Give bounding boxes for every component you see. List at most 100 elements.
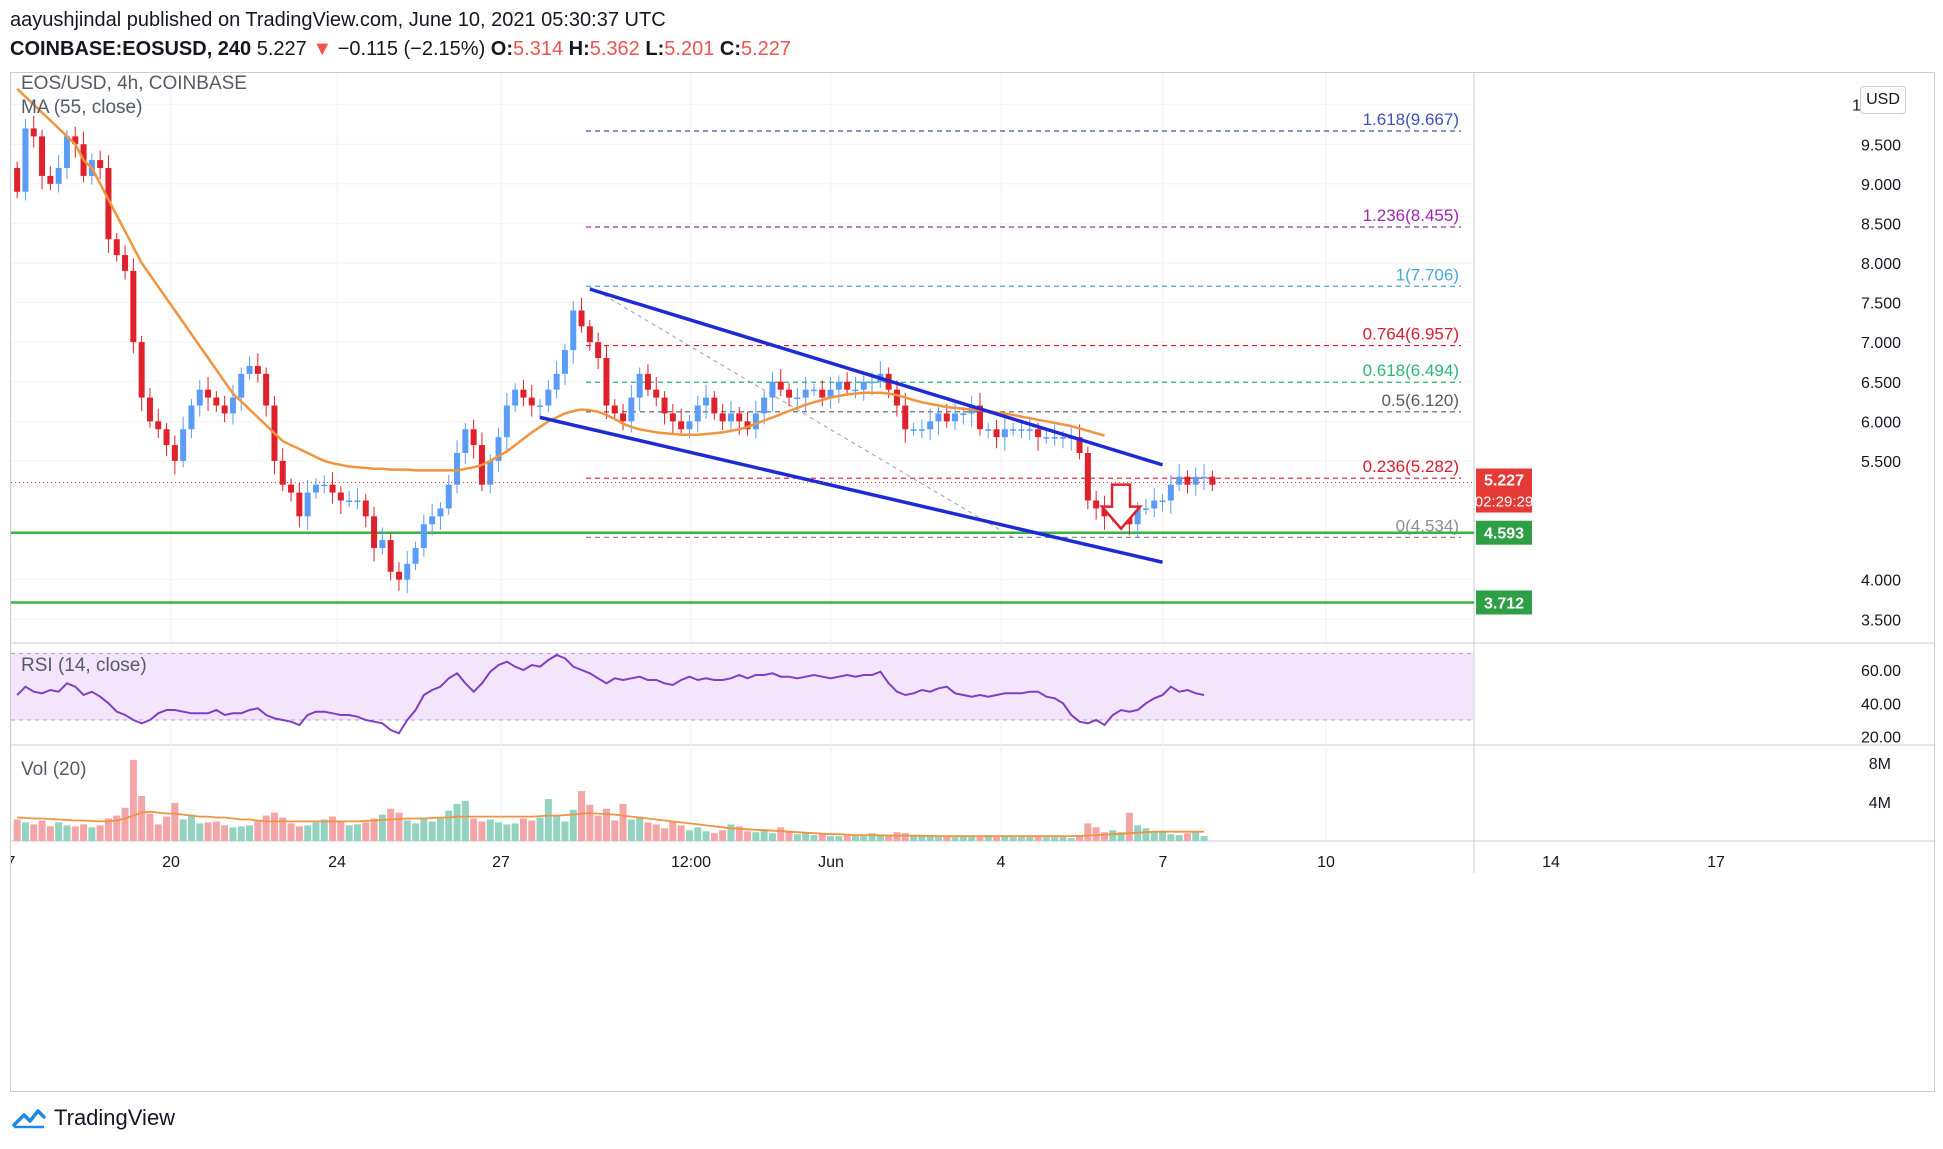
candle-body xyxy=(561,350,568,374)
author-name[interactable]: aayushjindal xyxy=(10,9,122,31)
fib-level-label: 0.236(5.282) xyxy=(1363,457,1459,476)
volume-bar xyxy=(320,819,328,841)
candle-body xyxy=(254,365,261,374)
volume-bar xyxy=(528,820,536,841)
volume-bar xyxy=(536,817,544,841)
tradingview-logo[interactable]: TradingView xyxy=(12,1105,175,1131)
volume-bar xyxy=(287,823,295,841)
channel-lower-line xyxy=(539,415,1163,564)
volume-bar xyxy=(918,836,926,841)
candle-body xyxy=(55,168,62,184)
candle-body xyxy=(611,405,618,414)
candle-body xyxy=(329,484,336,493)
down-arrow-icon: ▼ xyxy=(312,38,333,60)
candle-body xyxy=(1035,429,1042,438)
chart-header: aayushjindal published on TradingView.co… xyxy=(10,6,791,64)
candle-body xyxy=(553,373,560,390)
volume-bar xyxy=(21,822,29,841)
candle-body xyxy=(1192,476,1199,485)
volume-bar xyxy=(594,815,602,841)
channel-upper-line xyxy=(589,287,1164,467)
rsi-legend: RSI (14, close) xyxy=(21,655,147,676)
volume-bar xyxy=(860,836,868,841)
volume-bar xyxy=(578,791,586,841)
candle-body xyxy=(279,460,286,485)
volume-bar xyxy=(976,837,984,841)
volume-bar xyxy=(619,803,627,841)
candle-body xyxy=(644,373,651,390)
currency-button[interactable]: USD xyxy=(1860,86,1906,114)
volume-bar xyxy=(461,800,469,841)
candle-body xyxy=(163,429,170,446)
volume-bar xyxy=(885,836,893,841)
rsi-tick-label: 60.00 xyxy=(1861,663,1901,680)
volume-bar xyxy=(553,815,561,841)
volume-bar xyxy=(129,759,137,841)
volume-bar xyxy=(984,835,992,841)
candle-body xyxy=(1084,453,1091,501)
volume-bar xyxy=(46,826,54,841)
candle-body xyxy=(296,492,303,517)
price-tick-label: 4.000 xyxy=(1861,573,1901,590)
volume-bar xyxy=(1084,823,1092,841)
volume-bar xyxy=(1067,838,1075,841)
candle-body xyxy=(1010,429,1017,431)
volume-bar xyxy=(353,824,361,841)
volume-bar xyxy=(677,825,685,841)
chart-frame[interactable]: 10.0009.5009.0008.5008.0007.5007.0006.50… xyxy=(10,72,1935,1092)
candle-body xyxy=(761,397,768,414)
volume-bar xyxy=(171,802,179,841)
volume-bar xyxy=(304,825,312,841)
low-value: 5.201 xyxy=(664,38,715,60)
volume-bar xyxy=(55,822,63,841)
chart-canvas[interactable]: 10.0009.5009.0008.5008.0007.5007.0006.50… xyxy=(11,73,1934,1091)
volume-bar xyxy=(387,808,395,841)
time-tick-label: 17 xyxy=(1707,854,1725,871)
time-tick-label: 14 xyxy=(1542,854,1560,871)
volume-bar xyxy=(146,813,154,841)
volume-bar xyxy=(1117,832,1125,841)
volume-bar xyxy=(768,833,776,841)
candle-body xyxy=(437,508,444,517)
open-value: 5.314 xyxy=(513,38,564,60)
volume-bar xyxy=(221,825,229,841)
price-tick-label: 8.000 xyxy=(1861,256,1901,273)
volume-bar xyxy=(943,836,951,841)
candle-body xyxy=(794,397,801,400)
volume-bar xyxy=(212,821,220,841)
candle-body xyxy=(985,429,992,431)
candle-body xyxy=(620,413,627,422)
time-tick-label: 20 xyxy=(162,854,180,871)
candle-body xyxy=(827,389,834,398)
candle-body xyxy=(1159,500,1166,502)
volume-bar xyxy=(793,834,801,841)
volume-bar xyxy=(810,835,818,841)
countdown-label: 02:29:29 xyxy=(1475,494,1533,511)
volume-bar xyxy=(154,824,162,841)
time-tick-label: 7 xyxy=(11,854,16,871)
volume-bar xyxy=(63,825,71,841)
candle-body xyxy=(246,365,253,374)
volume-bar xyxy=(968,836,976,841)
candle-body xyxy=(595,342,602,358)
volume-bar xyxy=(204,822,212,841)
candle-body xyxy=(72,136,79,145)
volume-bar xyxy=(901,833,909,841)
candle-body xyxy=(960,413,967,415)
volume-bar xyxy=(1076,835,1084,841)
volume-bar xyxy=(785,832,793,841)
candle-body xyxy=(1151,500,1158,509)
low-label: L: xyxy=(645,38,665,60)
candle-body xyxy=(819,389,826,398)
volume-bar xyxy=(744,831,752,841)
candle-body xyxy=(1101,508,1108,517)
candle-body xyxy=(744,421,751,430)
volume-bar xyxy=(661,828,669,841)
candle-body xyxy=(379,540,386,548)
close-label: C: xyxy=(719,38,741,60)
high-label: H: xyxy=(568,38,590,60)
support-price-label: 4.593 xyxy=(1484,526,1524,543)
candle-body xyxy=(30,128,37,137)
price-tick-label: 8.500 xyxy=(1861,216,1901,233)
candle-body xyxy=(337,492,344,501)
